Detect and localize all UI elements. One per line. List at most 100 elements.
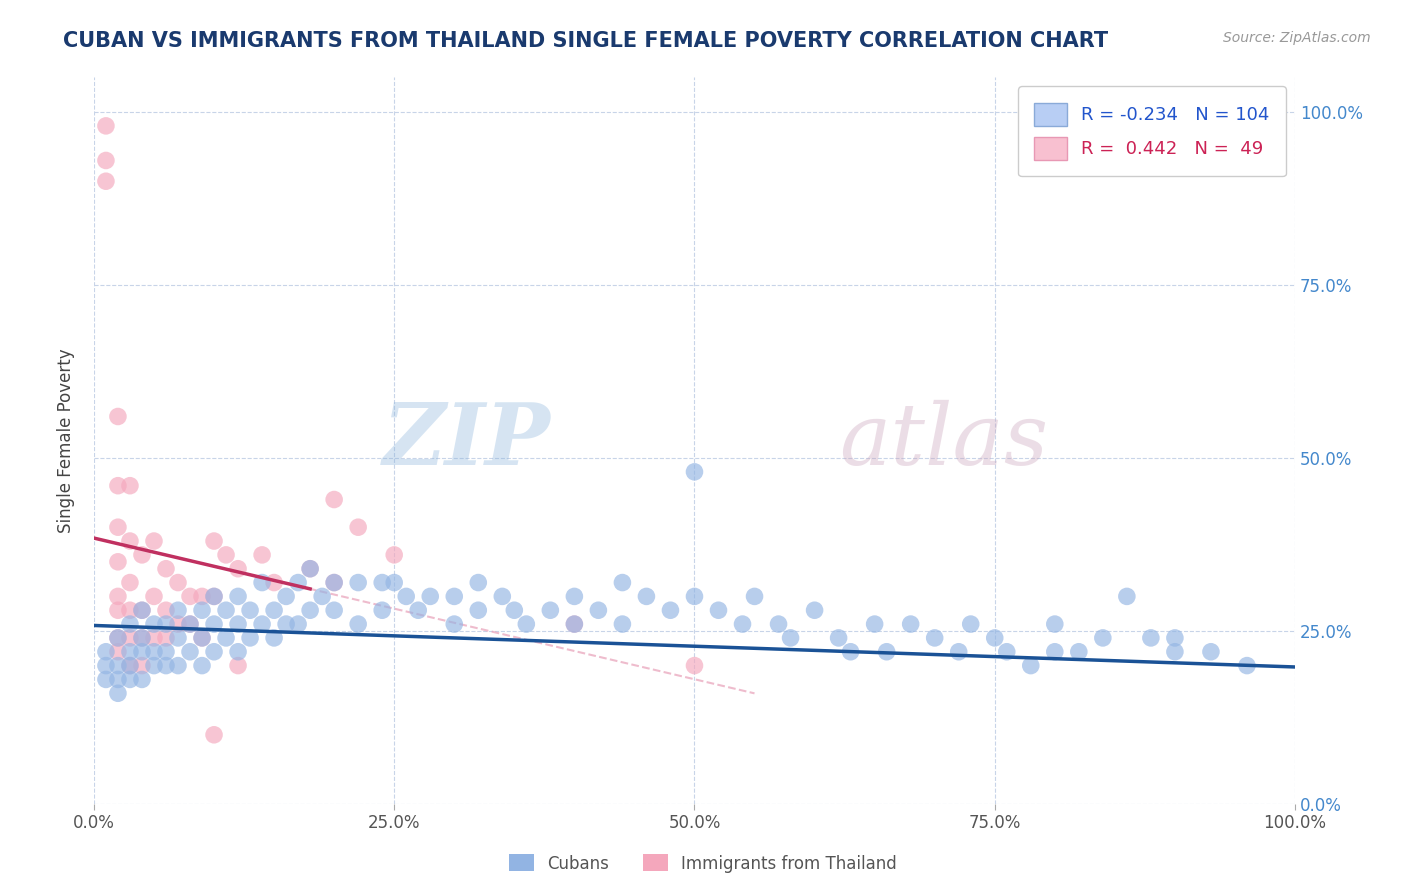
Point bbox=[371, 575, 394, 590]
Point bbox=[202, 590, 225, 604]
Point bbox=[924, 631, 946, 645]
Point bbox=[118, 658, 141, 673]
Point bbox=[263, 631, 285, 645]
Point bbox=[143, 658, 166, 673]
Point bbox=[323, 492, 346, 507]
Point bbox=[274, 617, 297, 632]
Point bbox=[382, 575, 405, 590]
Point bbox=[143, 631, 166, 645]
Point bbox=[131, 658, 153, 673]
Point bbox=[839, 645, 862, 659]
Point bbox=[1199, 645, 1222, 659]
Point bbox=[118, 673, 141, 687]
Point bbox=[274, 590, 297, 604]
Point bbox=[588, 603, 610, 617]
Text: CUBAN VS IMMIGRANTS FROM THAILAND SINGLE FEMALE POVERTY CORRELATION CHART: CUBAN VS IMMIGRANTS FROM THAILAND SINGLE… bbox=[63, 31, 1108, 51]
Point bbox=[167, 658, 190, 673]
Point bbox=[382, 548, 405, 562]
Point bbox=[118, 617, 141, 632]
Point bbox=[226, 590, 249, 604]
Point bbox=[287, 617, 309, 632]
Point bbox=[347, 520, 370, 534]
Point bbox=[779, 631, 801, 645]
Point bbox=[491, 590, 513, 604]
Point bbox=[215, 631, 238, 645]
Point bbox=[155, 631, 177, 645]
Point bbox=[107, 478, 129, 492]
Point bbox=[515, 617, 537, 632]
Point bbox=[107, 555, 129, 569]
Point bbox=[202, 534, 225, 549]
Point bbox=[226, 562, 249, 576]
Point bbox=[299, 562, 322, 576]
Point bbox=[118, 603, 141, 617]
Point bbox=[467, 575, 489, 590]
Point bbox=[191, 590, 214, 604]
Point bbox=[179, 617, 201, 632]
Point bbox=[167, 575, 190, 590]
Point bbox=[191, 631, 214, 645]
Point bbox=[395, 590, 418, 604]
Text: ZIP: ZIP bbox=[382, 399, 550, 483]
Point bbox=[118, 645, 141, 659]
Point bbox=[683, 658, 706, 673]
Point bbox=[94, 174, 117, 188]
Point bbox=[131, 645, 153, 659]
Point bbox=[1067, 645, 1090, 659]
Y-axis label: Single Female Poverty: Single Female Poverty bbox=[58, 349, 75, 533]
Point bbox=[107, 658, 129, 673]
Point bbox=[1236, 658, 1258, 673]
Point bbox=[1043, 617, 1066, 632]
Point bbox=[959, 617, 981, 632]
Point bbox=[191, 658, 214, 673]
Point bbox=[1019, 658, 1042, 673]
Point bbox=[94, 658, 117, 673]
Point bbox=[323, 603, 346, 617]
Point bbox=[143, 617, 166, 632]
Point bbox=[94, 673, 117, 687]
Point bbox=[299, 562, 322, 576]
Point bbox=[118, 631, 141, 645]
Point bbox=[263, 603, 285, 617]
Point bbox=[863, 617, 886, 632]
Point bbox=[683, 590, 706, 604]
Point bbox=[263, 575, 285, 590]
Point bbox=[659, 603, 682, 617]
Point bbox=[803, 603, 825, 617]
Point bbox=[155, 617, 177, 632]
Point bbox=[143, 534, 166, 549]
Point bbox=[118, 658, 141, 673]
Point bbox=[131, 603, 153, 617]
Point bbox=[443, 617, 465, 632]
Point bbox=[118, 478, 141, 492]
Point bbox=[179, 645, 201, 659]
Point bbox=[406, 603, 429, 617]
Point bbox=[202, 590, 225, 604]
Point bbox=[323, 575, 346, 590]
Point bbox=[107, 645, 129, 659]
Point bbox=[1091, 631, 1114, 645]
Point bbox=[287, 575, 309, 590]
Point bbox=[179, 617, 201, 632]
Point bbox=[107, 520, 129, 534]
Point bbox=[467, 603, 489, 617]
Point bbox=[215, 548, 238, 562]
Point bbox=[131, 631, 153, 645]
Point bbox=[948, 645, 970, 659]
Point bbox=[167, 603, 190, 617]
Point bbox=[731, 617, 754, 632]
Point bbox=[1043, 645, 1066, 659]
Point bbox=[131, 548, 153, 562]
Point bbox=[131, 603, 153, 617]
Point bbox=[215, 603, 238, 617]
Point bbox=[179, 590, 201, 604]
Text: Source: ZipAtlas.com: Source: ZipAtlas.com bbox=[1223, 31, 1371, 45]
Point bbox=[347, 575, 370, 590]
Point bbox=[564, 590, 586, 604]
Point bbox=[299, 603, 322, 617]
Point bbox=[107, 686, 129, 700]
Point bbox=[683, 465, 706, 479]
Point bbox=[538, 603, 561, 617]
Point bbox=[155, 658, 177, 673]
Point bbox=[155, 645, 177, 659]
